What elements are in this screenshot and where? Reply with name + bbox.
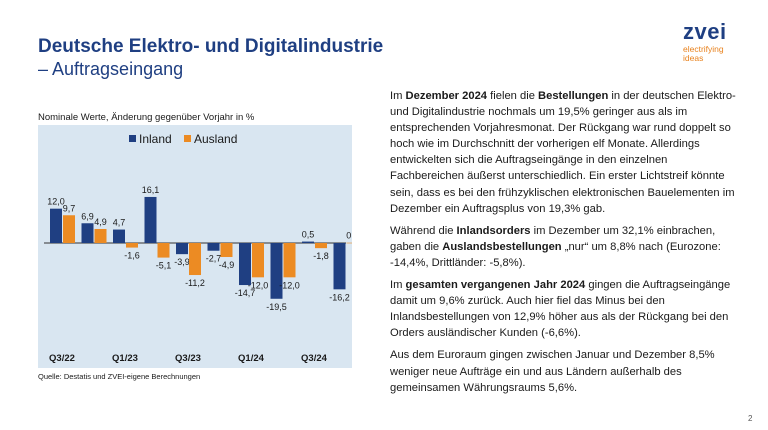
data-label-inland-Q3-24: 0,5 <box>302 230 315 240</box>
paragraph-3: Im gesamten vergangenen Jahr 2024 gingen… <box>390 279 731 340</box>
logo-tagline-2: ideas <box>683 53 704 63</box>
bar-inland-Q4-24 <box>333 243 346 290</box>
bar-inland-Q4-22 <box>81 223 94 243</box>
logo-tagline: electrifying ideas <box>683 45 727 63</box>
data-label-ausland-Q4-22: 4,9 <box>94 217 107 227</box>
logo-tagline-1: electrifying <box>683 44 724 54</box>
bar-inland-Q3-22 <box>50 208 62 243</box>
bar-inland-Q2-24 <box>270 243 283 299</box>
zvei-logo: zvei electrifying ideas <box>683 19 727 63</box>
paragraph-2: Während die Inlandsorders im Dezember um… <box>390 224 721 269</box>
legend-swatch-inland <box>129 135 136 142</box>
x-tick-label-Q3-23: Q3/23 <box>175 353 201 364</box>
bar-inland-Q2-23 <box>144 196 157 243</box>
bar-ausland-Q3-23 <box>189 243 201 276</box>
bar-inland-Q1-24 <box>239 243 251 286</box>
data-label-inland-Q3-23: -3,9 <box>174 257 190 267</box>
page-number: 2 <box>748 414 753 423</box>
bar-inland-Q3-23 <box>176 243 188 255</box>
legend-label-inland: Inland <box>139 132 172 146</box>
data-label-ausland-Q3-22: 9,7 <box>63 203 76 213</box>
source-note: Quelle: Destatis und ZVEI-eigene Berechn… <box>38 372 201 381</box>
data-label-inland-Q2-23: 16,1 <box>142 185 160 195</box>
data-label-ausland-Q4-23: -4,9 <box>219 260 235 270</box>
bar-ausland-Q3-24 <box>315 243 327 249</box>
data-label-inland-Q4-23: -2,7 <box>206 254 222 264</box>
bar-ausland-Q1-24 <box>252 243 264 278</box>
logo-word: zvei <box>683 19 727 44</box>
data-label-ausland-Q1-24: -12,0 <box>248 280 269 290</box>
bar-ausland-Q3-22 <box>63 215 75 243</box>
data-label-inland-Q1-24: -14,7 <box>235 288 256 298</box>
data-label-ausland-Q3-24: -1,8 <box>313 251 329 261</box>
data-label-inland-Q4-24: -16,2 <box>329 292 350 302</box>
commentary-text: Im Dezember 2024 fielen die Bestellungen… <box>390 88 742 402</box>
bar-chart: Inland Ausland 12,0 6,9 4,7 16,1 -3,9 -2,7 -14,7… <box>44 132 359 364</box>
data-label-inland-Q3-22: 12,0 <box>47 197 65 207</box>
bar-ausland-Q1-23 <box>126 243 138 248</box>
bar-ausland-Q2-23 <box>157 243 170 258</box>
bar-ausland-Q4-23 <box>220 243 233 258</box>
bar-inland-Q1-23 <box>113 229 125 243</box>
chart-area: Inland Ausland 12,0 6,9 4,7 16,1 -3,9 -2,7 -14,7… <box>38 125 359 368</box>
data-label-inland-Q2-24: -19,5 <box>266 302 287 312</box>
title-line-1: Deutsche Elektro- und Digitalindustrie <box>38 36 384 57</box>
data-label-ausland-Q1-23: -1,6 <box>124 251 140 261</box>
data-label-inland-Q4-22: 6,9 <box>81 211 94 221</box>
bar-inland-Q3-24 <box>302 241 314 243</box>
data-label-ausland-Q4-24: 0,1 <box>346 231 352 241</box>
bar-inland-Q4-23 <box>207 243 220 251</box>
paragraph-4: Aus dem Euroraum gingen zwischen Januar … <box>390 349 715 394</box>
bar-ausland-Q2-24 <box>283 243 296 278</box>
legend-swatch-ausland <box>184 135 191 142</box>
title-line-2: – Auftragseingang <box>38 59 184 79</box>
slide-title: Deutsche Elektro- und Digitalindustrie –… <box>38 36 383 80</box>
x-tick-label-Q1-24: Q1/24 <box>238 353 265 364</box>
bar-ausland-Q4-24 <box>346 242 359 244</box>
data-label-inland-Q1-23: 4,7 <box>113 218 126 228</box>
bar-ausland-Q4-22 <box>94 228 107 243</box>
paragraph-1: Im Dezember 2024 fielen die Bestellungen… <box>390 90 736 215</box>
data-label-ausland-Q2-24: -12,0 <box>279 280 300 290</box>
x-tick-label-Q3-22: Q3/22 <box>49 353 75 364</box>
legend-label-ausland: Ausland <box>194 132 237 146</box>
data-label-ausland-Q3-23: -11,2 <box>185 278 205 288</box>
x-tick-label-Q1-23: Q1/23 <box>112 353 138 364</box>
chart-subtitle: Nominale Werte, Änderung gegenüber Vorja… <box>38 112 255 123</box>
x-tick-label-Q3-24: Q3/24 <box>301 353 328 364</box>
data-label-ausland-Q2-23: -5,1 <box>156 261 172 271</box>
